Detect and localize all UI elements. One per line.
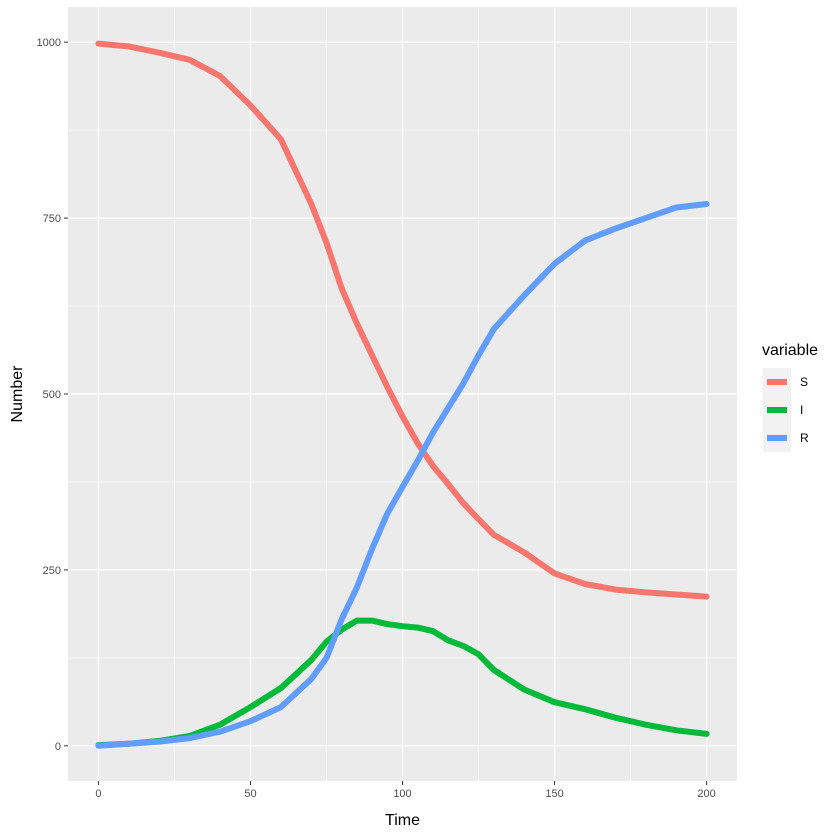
legend: variable SIR <box>762 342 818 452</box>
x-axis-title: Time <box>385 812 420 829</box>
series-line-i <box>95 617 710 749</box>
legend-label-s: S <box>800 375 808 389</box>
series-lines <box>95 40 710 749</box>
series-line-r <box>95 201 710 749</box>
y-axis: 0 250 500 750 1000 <box>37 37 68 753</box>
y-tick-label: 750 <box>43 213 61 225</box>
y-tick-label: 250 <box>43 565 61 577</box>
x-tick-label: 0 <box>95 788 101 800</box>
legend-label-i: I <box>800 403 803 417</box>
x-tick-label: 100 <box>393 788 411 800</box>
x-axis: 0 50 100 150 200 <box>95 781 716 800</box>
grid-major <box>68 7 737 781</box>
legend-title: variable <box>762 342 818 359</box>
y-tick-label: 0 <box>55 741 61 753</box>
series-line-s <box>95 40 710 600</box>
x-tick-label: 50 <box>244 788 256 800</box>
legend-label-r: R <box>800 431 809 445</box>
x-tick-label: 200 <box>697 788 715 800</box>
x-tick-label: 150 <box>545 788 563 800</box>
y-axis-title: Number <box>9 365 26 423</box>
y-tick-label: 1000 <box>37 37 61 49</box>
y-tick-label: 500 <box>43 389 61 401</box>
